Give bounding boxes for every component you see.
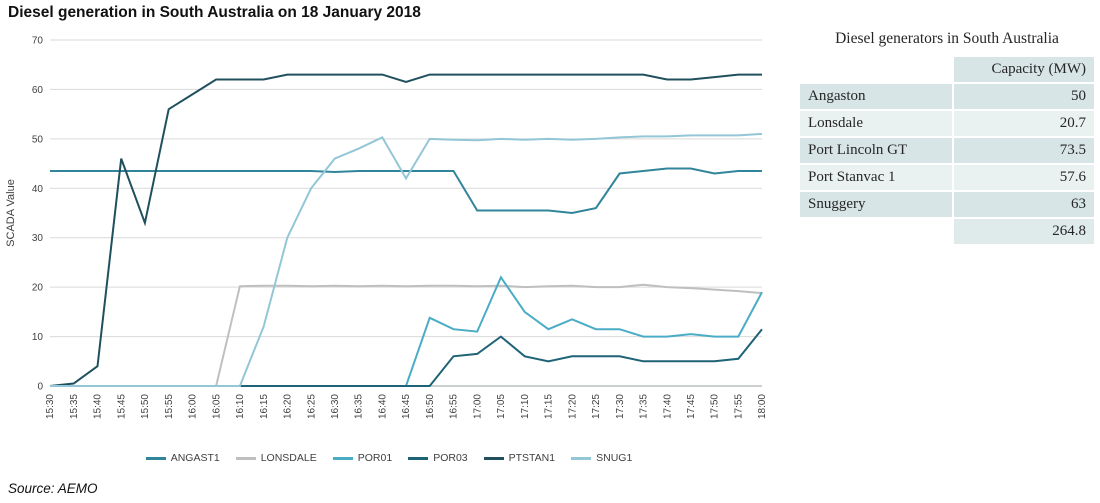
scada-chart-svg: 0 10 20 30 40 50 60 70 15:30 15:35 15:40 15:45 15:50…: [5, 36, 768, 420]
table-row: Port Stanvac 1 57.6: [800, 165, 1094, 190]
svg-text:50: 50: [32, 134, 44, 145]
legend-swatch: [571, 456, 592, 460]
legend-item-ptstan1: PTSTAN1: [483, 452, 556, 464]
svg-text:16:30: 16:30: [330, 394, 341, 419]
svg-text:SCADA Value: SCADA Value: [5, 179, 17, 247]
legend-item-por01: POR01: [332, 452, 393, 464]
svg-text:70: 70: [32, 36, 44, 47]
legend-item-lonsdale: LONSDALE: [235, 452, 317, 464]
svg-text:17:00: 17:00: [472, 394, 483, 419]
legend-label: POR03: [433, 452, 468, 464]
table-header-row: Capacity (MW): [800, 57, 1094, 82]
svg-text:17:30: 17:30: [615, 394, 626, 419]
svg-text:15:30: 15:30: [45, 394, 56, 419]
svg-text:17:10: 17:10: [520, 394, 531, 419]
generator-name-cell: Snuggery: [800, 192, 952, 217]
legend-item-por03: POR03: [408, 452, 468, 464]
svg-text:20: 20: [32, 283, 44, 294]
svg-text:17:25: 17:25: [591, 394, 602, 419]
svg-text:15:40: 15:40: [93, 394, 104, 419]
legend-label: ANGAST1: [170, 452, 220, 464]
generator-name-cell: [800, 219, 952, 244]
page-title: Diesel generation in South Australia on …: [8, 4, 421, 21]
svg-text:17:20: 17:20: [567, 394, 578, 419]
table-row: Port Lincoln GT 73.5: [800, 138, 1094, 163]
svg-text:16:10: 16:10: [235, 394, 246, 419]
scada-chart: 0 10 20 30 40 50 60 70 15:30 15:35 15:40 15:45 15:50…: [0, 28, 778, 458]
capacity-value-cell: 63: [953, 192, 1094, 217]
capacity-value-cell: 73.5: [953, 138, 1094, 163]
svg-text:15:35: 15:35: [69, 394, 80, 419]
capacity-table: Capacity (MW) Angaston 50 Lonsdale 20.7 Port…: [798, 55, 1096, 246]
generator-name-cell: Port Lincoln GT: [800, 138, 952, 163]
svg-text:40: 40: [32, 184, 44, 195]
legend-label: SNUG1: [596, 452, 633, 464]
svg-text:17:40: 17:40: [662, 394, 673, 419]
generator-name-header: [800, 57, 952, 82]
svg-text:17:50: 17:50: [710, 394, 721, 419]
chart-legend: ANGAST1 LONSDALE POR01 POR03 PTSTAN1 SNUG1: [0, 452, 778, 464]
svg-text:16:15: 16:15: [259, 394, 270, 419]
legend-swatch: [145, 456, 166, 460]
svg-text:16:45: 16:45: [401, 394, 412, 419]
capacity-value-cell: 264.8: [953, 219, 1094, 244]
legend-swatch: [408, 456, 429, 460]
svg-text:16:05: 16:05: [211, 394, 222, 419]
capacity-header: Capacity (MW): [953, 57, 1094, 82]
svg-text:16:40: 16:40: [378, 394, 389, 419]
svg-text:16:20: 16:20: [283, 394, 294, 419]
table-row: 264.8: [800, 219, 1094, 244]
legend-swatch: [235, 456, 256, 460]
table-row: Angaston 50: [800, 84, 1094, 109]
capacity-value-cell: 50: [953, 84, 1094, 109]
svg-text:16:25: 16:25: [306, 394, 317, 419]
svg-text:16:35: 16:35: [354, 394, 365, 419]
svg-text:18:00: 18:00: [757, 394, 768, 419]
svg-text:60: 60: [32, 85, 44, 96]
source-note: Source: AEMO: [8, 481, 98, 496]
svg-text:17:45: 17:45: [686, 394, 697, 419]
generator-name-cell: Lonsdale: [800, 111, 952, 136]
svg-text:15:50: 15:50: [140, 394, 151, 419]
svg-text:10: 10: [32, 332, 44, 343]
legend-label: POR01: [357, 452, 393, 464]
legend-label: PTSTAN1: [508, 452, 556, 464]
svg-text:16:55: 16:55: [449, 394, 460, 419]
capacity-table-panel: Diesel generators in South Australia Cap…: [798, 30, 1096, 246]
capacity-value-cell: 57.6: [953, 165, 1094, 190]
svg-text:17:05: 17:05: [496, 394, 507, 419]
table-row: Lonsdale 20.7: [800, 111, 1094, 136]
svg-text:17:15: 17:15: [544, 394, 555, 419]
svg-text:16:00: 16:00: [188, 394, 199, 419]
svg-text:0: 0: [37, 382, 43, 393]
svg-text:15:55: 15:55: [164, 394, 175, 419]
generator-name-cell: Port Stanvac 1: [800, 165, 952, 190]
svg-text:17:55: 17:55: [734, 394, 745, 419]
capacity-value-cell: 20.7: [953, 111, 1094, 136]
table-title: Diesel generators in South Australia: [835, 30, 1059, 47]
legend-swatch: [332, 456, 353, 460]
legend-label: LONSDALE: [260, 452, 317, 464]
legend-swatch: [483, 456, 504, 460]
svg-text:17:35: 17:35: [639, 394, 650, 419]
table-row: Snuggery 63: [800, 192, 1094, 217]
svg-text:16:50: 16:50: [425, 394, 436, 419]
svg-text:30: 30: [32, 233, 44, 244]
legend-item-angast1: ANGAST1: [145, 452, 220, 464]
svg-text:15:45: 15:45: [116, 394, 127, 419]
legend-item-snug1: SNUG1: [571, 452, 632, 464]
generator-name-cell: Angaston: [800, 84, 952, 109]
capacity-table-body: Angaston 50 Lonsdale 20.7 Port Lincoln GT 73.…: [800, 84, 1094, 244]
